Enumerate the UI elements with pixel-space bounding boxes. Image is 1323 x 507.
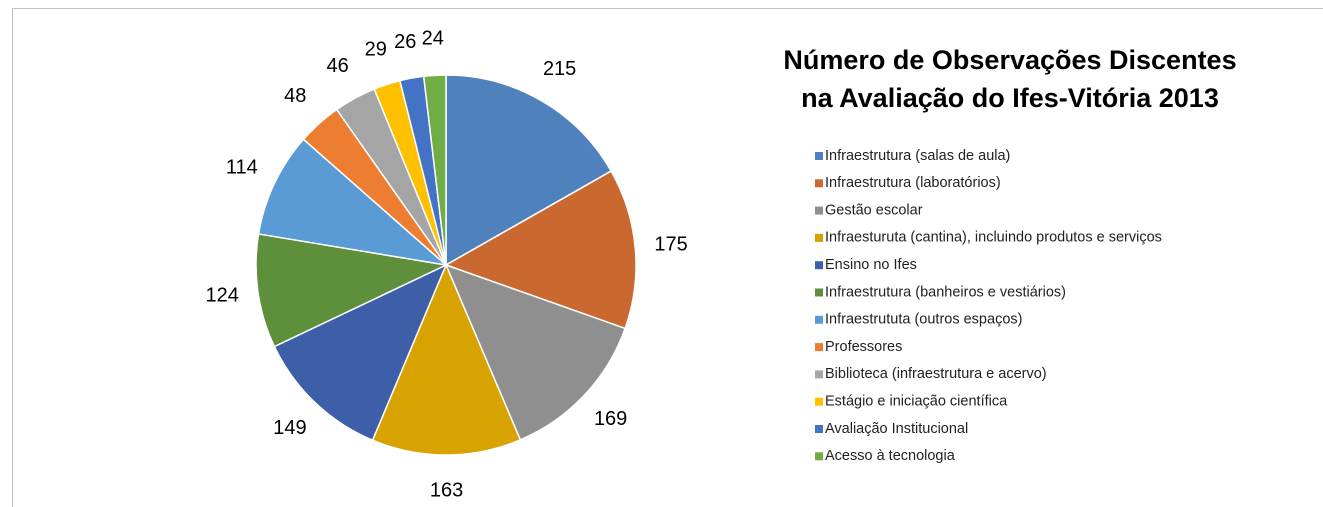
data-label: 215 [543, 58, 576, 80]
legend-swatch [815, 452, 823, 461]
data-label: 124 [206, 285, 239, 307]
chart-title: Número de Observações Discentes [783, 45, 1236, 75]
legend-label: Biblioteca (infraestrutura e acervo) [825, 366, 1047, 382]
pie-slice [371, 263, 522, 456]
pie-slice [255, 233, 449, 348]
pie-slice [257, 138, 449, 267]
pie-slice [422, 74, 447, 266]
legend-label: Estágio e iniciação científica [825, 394, 1008, 410]
legend-label: Infraestrutura (salas de aula) [825, 148, 1010, 164]
legend-label: Ensino no Ifes [825, 257, 917, 273]
data-label: 24 [422, 28, 444, 50]
data-label: 114 [226, 156, 258, 178]
pie-slice [444, 170, 637, 330]
legend-swatch [815, 397, 823, 406]
legend-label: Infraestrutura (banheiros e vestiários) [825, 284, 1066, 300]
pie-slice [273, 263, 448, 442]
chart-subtitle: na Avaliação do Ifes-Vitória 2013 [801, 83, 1219, 113]
legend-swatch [815, 233, 823, 242]
pie-slice [445, 74, 613, 267]
legend-swatch [815, 343, 823, 352]
legend-swatch [815, 261, 823, 270]
legend-swatch [815, 425, 823, 433]
data-label: 26 [394, 31, 416, 53]
data-label: 46 [327, 55, 349, 77]
pie-slice [444, 263, 627, 441]
legend-swatch [815, 206, 823, 215]
data-label: 48 [284, 85, 306, 107]
data-label: 169 [594, 408, 627, 430]
data-label: 163 [430, 479, 463, 501]
legend-label: Infraesturuta (cantina), incluindo produ… [825, 230, 1162, 246]
legend-label: Gestão escolar [825, 202, 923, 218]
data-label: 149 [273, 417, 306, 439]
legend-swatch [815, 152, 823, 160]
legend-swatch [815, 288, 823, 297]
legend-label: Professores [825, 339, 902, 355]
legend-label: Infraestrutura (laboratórios) [825, 175, 1001, 191]
legend-label: Avaliação Institucional [825, 421, 968, 437]
legend-swatch [815, 179, 823, 188]
data-label: 175 [654, 233, 687, 255]
legend-swatch [815, 315, 823, 324]
legend-swatch [815, 370, 823, 379]
data-label: 29 [365, 38, 387, 60]
legend-label: Acesso à tecnologia [825, 448, 956, 464]
legend-label: Infraestrututa (outros espaços) [825, 312, 1022, 328]
